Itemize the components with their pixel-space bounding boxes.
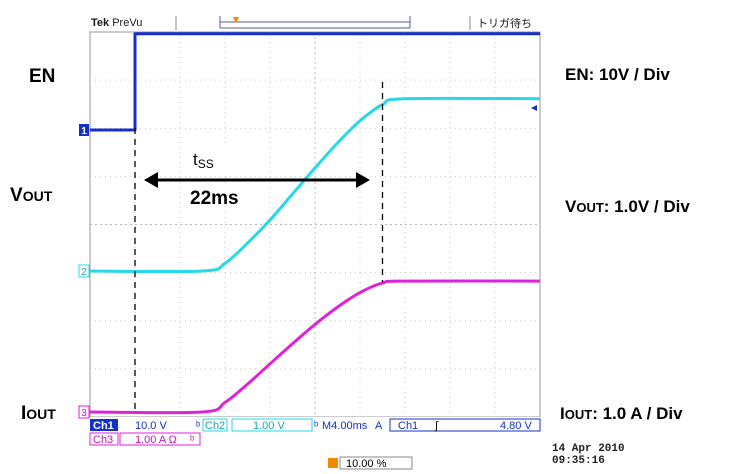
iout-waveform (89, 279, 541, 415)
trigger-slope-icon: ∫ (434, 420, 439, 432)
ch1-coupling-icon: ᵇ (196, 420, 200, 432)
readout-bar: Ch1 10.0 V ᵇ Ch2 1.00 V ᵇ M4.00ms A Ch1 … (89, 417, 625, 470)
trigger-position-readout: 10.00 % (346, 458, 387, 470)
ch2-readout-tag (202, 418, 228, 432)
ch3-readout-tag (89, 432, 119, 446)
trigger-status: トリガ待ち (477, 16, 532, 30)
trigger-level-readout: 4.80 V (500, 420, 532, 432)
svg-text:1: 1 (81, 126, 87, 137)
ch1-readout-label: Ch1 (93, 420, 114, 432)
time-readout: 09:35:16 (552, 455, 605, 467)
ch1-ground-marker: 1 (79, 124, 89, 137)
ch1-scale-readout: 10.0 V (135, 420, 167, 432)
ch3-readout-label: Ch3 (93, 434, 113, 446)
tss-value-bg (186, 184, 258, 210)
ch3-coupling-icon: ᵇ (190, 434, 194, 446)
vout-label: VOUT (10, 185, 53, 206)
iout-label: IOUT (21, 403, 56, 424)
ch2-coupling-icon: ᵇ (314, 420, 318, 432)
en-scale-label: EN: 10V / Div (565, 65, 670, 84)
tss-label: tSS (193, 150, 214, 171)
tss-arrow (144, 172, 370, 188)
record-view-bar (219, 16, 411, 29)
ch2-readout-label: Ch2 (205, 420, 225, 432)
ch2-ground-marker: 2 (78, 264, 90, 278)
trigger-position-icon (328, 458, 338, 468)
trigger-mode-readout: A (375, 420, 383, 432)
en-label: EN (29, 66, 55, 87)
record-trigger-marker (233, 17, 239, 23)
brand-label: Tek PreVu (91, 17, 142, 29)
tss-label-bg (185, 145, 233, 173)
ch1-readout-tag (90, 419, 118, 431)
tss-value: 22ms (190, 188, 239, 209)
en-waveform (90, 32, 540, 132)
ch2-scale-readout: 1.00 V (253, 420, 285, 432)
vout-scale-label: VOUT: 1.0V / Div (565, 197, 690, 216)
iout-scale-label: IOUT: 1.0 A / Div (560, 404, 683, 423)
svg-text:3: 3 (81, 408, 87, 419)
date-readout: 14 Apr 2010 (552, 443, 625, 455)
trigger-source-readout: Ch1 (398, 420, 418, 432)
svg-text:2: 2 (81, 267, 87, 278)
ch3-scale-readout: 1.00 A Ω (135, 434, 177, 446)
timebase-readout: M4.00ms (322, 420, 368, 432)
ch3-ground-marker: 3 (78, 405, 90, 419)
trigger-level-marker (531, 105, 537, 111)
